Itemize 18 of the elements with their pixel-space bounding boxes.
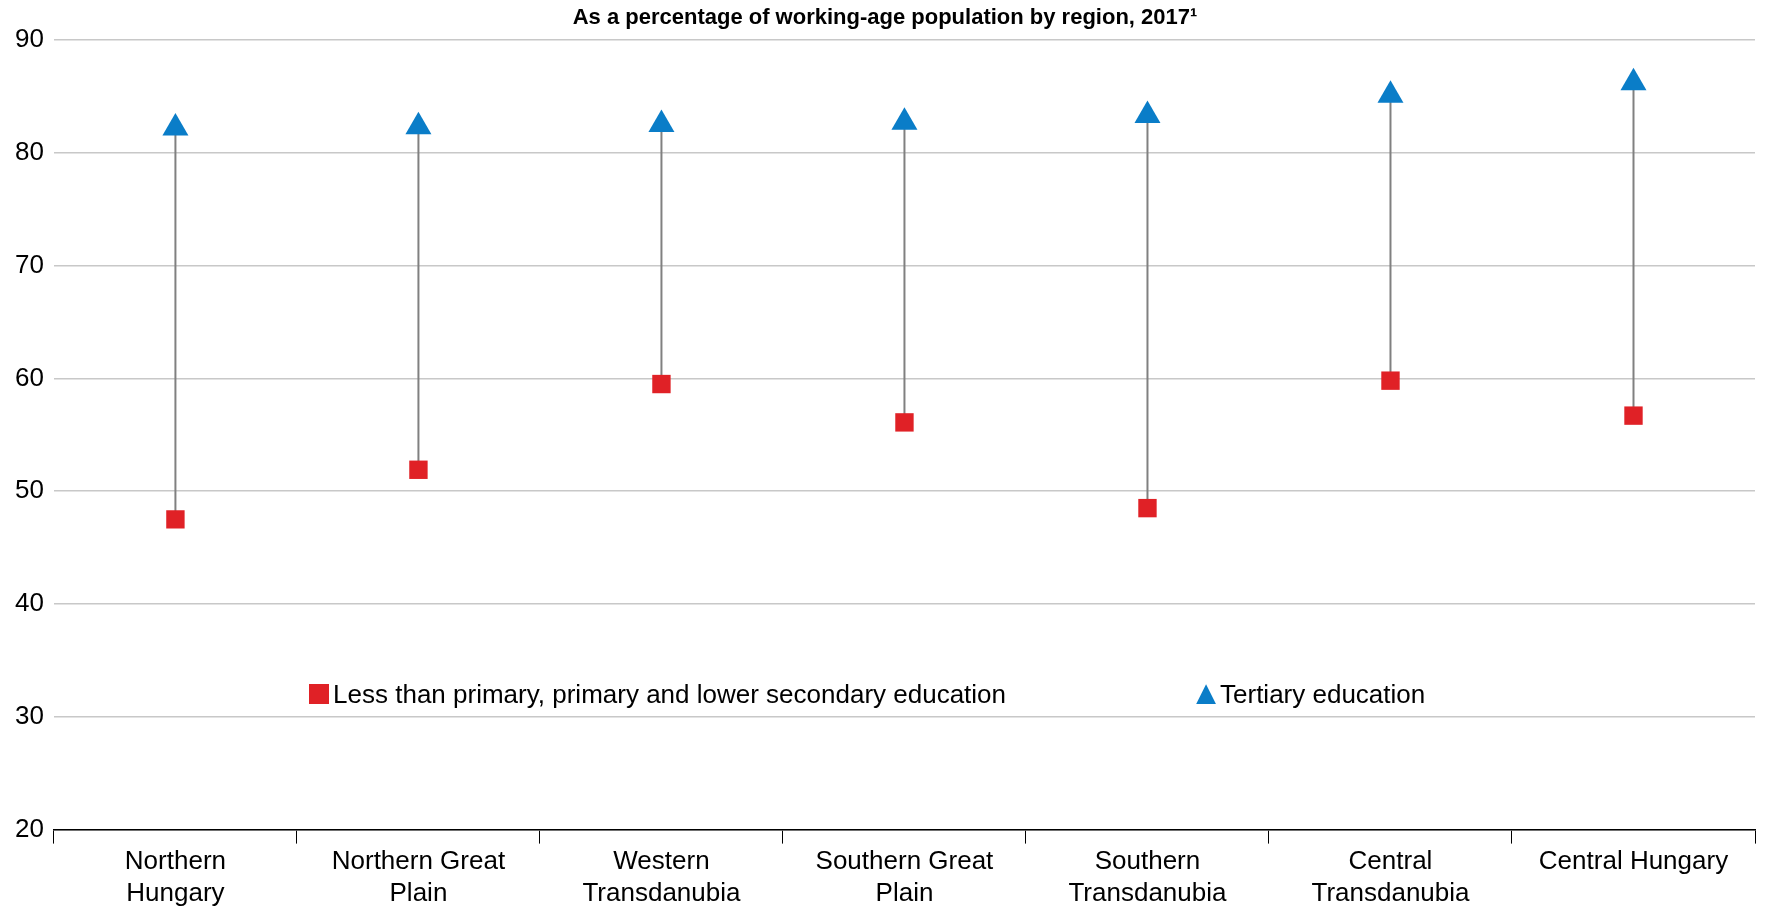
x-tick-label: Central Hungary [1538, 845, 1729, 876]
x-tick-label: Western Transdanubia [582, 845, 741, 907]
y-tick-label: 30 [15, 699, 44, 730]
legend-label: Less than primary, primary and lower secondary education [333, 678, 1007, 710]
y-tick-label: 20 [15, 812, 44, 843]
x-tick-label: Central Transdanubia [1311, 845, 1471, 907]
y-tick-label: 80 [15, 135, 44, 166]
y-tick-label: 60 [15, 361, 44, 392]
y-tick-label: 40 [15, 587, 44, 618]
legend-label: Tertiary education [1220, 678, 1426, 710]
x-tick-label: Southern Transdanubia [1068, 845, 1228, 907]
x-tick-label: Southern Great Plain [815, 845, 995, 907]
y-tick-label: 70 [15, 248, 44, 279]
y-tick-label: 50 [15, 474, 44, 505]
chart-title: As a percentage of working-age population by region, 2017¹ [572, 4, 1198, 29]
y-tick-label: 90 [15, 23, 44, 54]
x-tick-label: Northern Great Plain [331, 845, 506, 907]
x-tick-label: Northern Hungary [124, 845, 226, 907]
